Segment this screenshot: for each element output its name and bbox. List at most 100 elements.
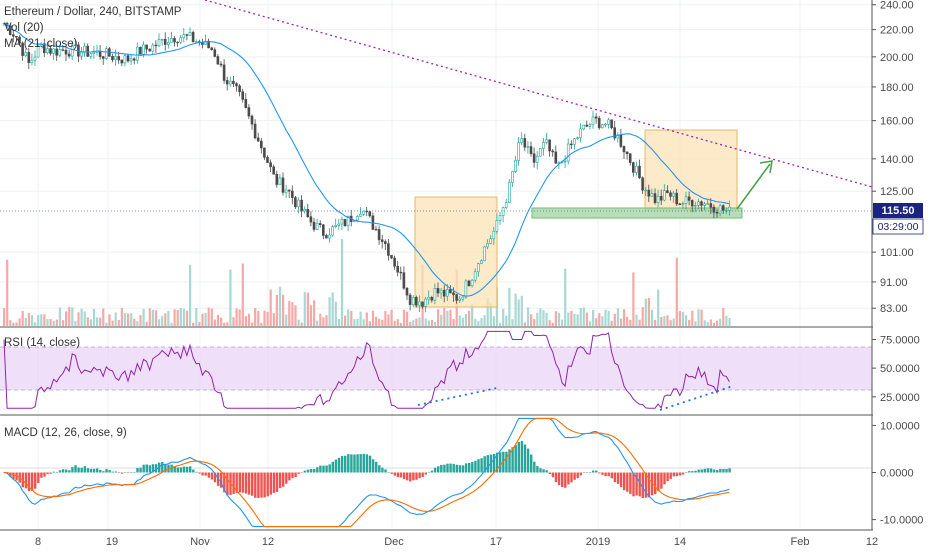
- volume-bar: [424, 318, 427, 326]
- volume-bar: [654, 319, 657, 326]
- macd-hist-bar: [322, 465, 325, 473]
- candle-body: [449, 289, 452, 294]
- candle-body: [325, 235, 328, 239]
- macd-hist-bar: [34, 472, 37, 489]
- rsi-axis[interactable]: 75.0000 50.0000 25.0000: [872, 334, 920, 404]
- candle-body: [55, 48, 59, 56]
- last-price-badge: 115.50: [873, 203, 923, 218]
- macd-hist-bar: [9, 472, 12, 477]
- volume-bar: [71, 307, 74, 326]
- candle-body: [511, 171, 514, 183]
- volume-bar: [96, 317, 99, 326]
- macd-axis[interactable]: 10.0000 0.0000 -10.0000: [872, 420, 923, 527]
- volume-bar: [18, 318, 21, 326]
- macd-hist-bar: [297, 472, 300, 474]
- macd-hist-bar: [269, 472, 272, 495]
- candle-body: [290, 190, 294, 198]
- candle-body: [67, 53, 71, 57]
- candle-body: [213, 49, 217, 57]
- price-axis[interactable]: 240.00 220.00 200.00 180.00 160.00 140.00 125.…: [872, 0, 914, 315]
- candle-body: [548, 139, 551, 152]
- candle-body: [229, 80, 232, 85]
- macd-hist-bar: [27, 472, 31, 492]
- candle-body: [697, 201, 700, 206]
- macd-hist-bar: [223, 472, 226, 493]
- macd-hist-bar: [672, 472, 675, 477]
- volume-bar: [471, 303, 474, 326]
- volume-bar: [68, 307, 71, 326]
- macd-hist-bar: [145, 464, 148, 473]
- volume-bar: [719, 318, 722, 326]
- macd-hist-bar: [706, 468, 710, 473]
- macd-hist-bar: [595, 470, 598, 473]
- candle-body: [86, 45, 89, 57]
- volume-bar: [220, 317, 223, 326]
- macd-hist-bar: [393, 472, 396, 476]
- macd-hist-bar: [567, 472, 570, 485]
- macd-hist-bar: [282, 472, 285, 487]
- volume-bar: [303, 292, 306, 326]
- volume-bar: [108, 314, 111, 326]
- volume-bar: [539, 308, 542, 326]
- volume-legend[interactable]: Vol (20): [4, 22, 44, 34]
- rsi-legend[interactable]: RSI (14, close): [4, 337, 80, 349]
- macd-hist-bar: [539, 468, 542, 473]
- candle-body: [163, 38, 167, 45]
- macd-legend[interactable]: MACD (12, 26, close, 9): [4, 427, 127, 439]
- volume-bar: [213, 319, 216, 326]
- volume-bar: [393, 320, 396, 326]
- volume-bar: [145, 321, 148, 326]
- macd-hist-bar: [691, 471, 694, 473]
- volume-bar: [616, 308, 619, 326]
- candle-body: [356, 216, 359, 221]
- volume-bar: [142, 308, 145, 326]
- volume-bar: [99, 317, 102, 326]
- macd-hist-bar: [179, 467, 183, 473]
- candle-body: [321, 224, 325, 236]
- macd-hist-bar: [86, 468, 90, 473]
- macd-hist-bar: [108, 470, 111, 473]
- candle-body: [114, 56, 117, 61]
- macd-hist-bar: [130, 472, 133, 473]
- volume-bar: [381, 319, 384, 326]
- volume-bar: [536, 312, 539, 326]
- macd-hist-bar: [526, 448, 530, 473]
- volume-bar: [427, 320, 430, 326]
- volume-bar: [505, 315, 508, 326]
- candle-body: [185, 34, 189, 36]
- macd-hist-bar: [102, 471, 105, 473]
- macd-hist-bar: [685, 472, 688, 473]
- time-axis[interactable]: 8 19 Nov 12 Dec 17 2019 14 Feb 12: [35, 536, 878, 548]
- candle-body: [235, 83, 238, 87]
- macd-tick-label: 10.0000: [880, 420, 920, 432]
- candle-body: [721, 205, 725, 211]
- volume-bar: [86, 317, 89, 326]
- macd-hist-bar: [663, 472, 666, 485]
- macd-hist-bar: [260, 472, 263, 498]
- macd-hist-bar: [486, 455, 489, 473]
- candle-body: [631, 162, 635, 173]
- candle-body: [374, 229, 378, 231]
- ma-legend[interactable]: MA (21, close): [4, 38, 78, 50]
- macd-hist-bar: [210, 472, 214, 480]
- macd-hist-bar: [244, 472, 248, 494]
- candle-body: [408, 294, 412, 305]
- macd-hist-bar: [192, 469, 195, 473]
- volume-bar: [474, 318, 477, 326]
- volume-bar: [415, 318, 418, 326]
- candle-body: [591, 116, 595, 126]
- candle-body: [92, 52, 96, 55]
- candle-body: [492, 231, 496, 240]
- candle-body: [241, 91, 244, 100]
- candle-body: [687, 196, 691, 201]
- candle-body: [33, 56, 37, 61]
- rsi-tick-label: 50.0000: [880, 363, 920, 375]
- candle-body: [436, 287, 440, 294]
- volume-bar: [288, 300, 291, 326]
- macd-hist-bar: [148, 465, 152, 473]
- macd-hist-bar: [421, 472, 424, 477]
- volume-bar: [189, 264, 192, 326]
- macd-hist-bar: [40, 472, 43, 478]
- macd-hist-bar: [396, 472, 400, 478]
- volume-bar: [409, 321, 412, 326]
